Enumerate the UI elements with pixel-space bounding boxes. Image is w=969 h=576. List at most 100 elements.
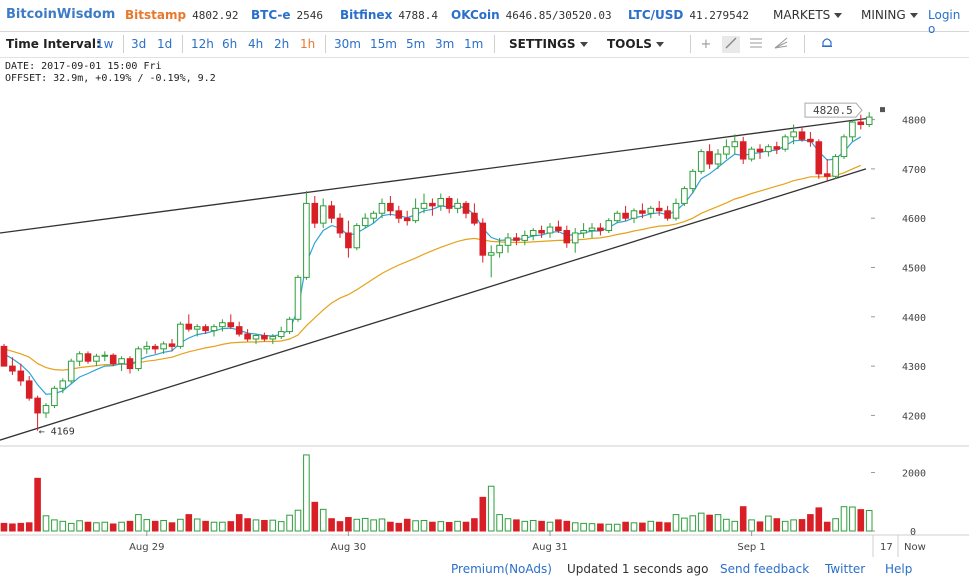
settings-menu[interactable]: SETTINGS bbox=[509, 37, 588, 51]
price-marker bbox=[880, 107, 885, 113]
volume-bar bbox=[504, 518, 512, 532]
candle-body bbox=[437, 197, 445, 207]
volume-bar bbox=[723, 518, 730, 532]
interval-2h[interactable]: 2h bbox=[274, 37, 290, 51]
candle-body bbox=[286, 318, 293, 333]
candle-body bbox=[185, 323, 193, 330]
interval-30m[interactable]: 30m bbox=[334, 37, 361, 51]
mining-menu[interactable]: MINING bbox=[861, 8, 918, 22]
ticker-bitfinex[interactable]: Bitfinex 4788.4 bbox=[340, 8, 438, 22]
tools-menu[interactable]: TOOLS bbox=[607, 37, 664, 51]
candle-body bbox=[118, 358, 125, 365]
candle-body bbox=[849, 121, 856, 138]
interval-6h[interactable]: 6h bbox=[222, 37, 238, 51]
volume-bar bbox=[807, 514, 814, 532]
interval-1w[interactable]: 1w bbox=[96, 37, 114, 51]
help-link[interactable]: Help bbox=[885, 562, 913, 576]
candle-body bbox=[765, 146, 772, 153]
interval-5m[interactable]: 5m bbox=[406, 37, 426, 51]
volume-bar bbox=[25, 522, 33, 532]
candle-body bbox=[135, 348, 142, 370]
candle-body bbox=[336, 217, 344, 234]
trendline-icon[interactable] bbox=[722, 36, 740, 53]
interval-3d[interactable]: 3d bbox=[131, 37, 147, 51]
fan-icon[interactable] bbox=[772, 36, 790, 53]
top-navigation-bar: BitcoinWisdom Bitstamp 4802.92 BTC-e 2546 … bbox=[0, 0, 969, 36]
ticker-exchange: BTC-e bbox=[251, 8, 291, 22]
date-tick-label: Aug 29 bbox=[129, 542, 164, 553]
ticker-price: 4802.92 bbox=[192, 9, 239, 22]
volume-bar bbox=[42, 515, 50, 532]
divider bbox=[494, 35, 495, 53]
ticker-ltc-usd[interactable]: LTC/USD 41.279542 bbox=[628, 8, 749, 22]
volume-bar bbox=[689, 515, 697, 532]
candle-body bbox=[219, 322, 226, 328]
volume-bar bbox=[345, 517, 352, 532]
volume-bar bbox=[748, 519, 755, 532]
volume-bar bbox=[664, 522, 671, 532]
candle-body bbox=[865, 116, 873, 126]
upper-trendline bbox=[0, 117, 867, 234]
candle-body bbox=[496, 244, 503, 254]
login-link[interactable]: Login o bbox=[928, 8, 961, 36]
interval-15m[interactable]: 15m bbox=[370, 37, 397, 51]
ticker-bitstamp[interactable]: Bitstamp 4802.92 bbox=[125, 8, 238, 22]
crosshair-icon[interactable]: + bbox=[700, 37, 712, 52]
candle-body bbox=[697, 151, 705, 172]
volume-bar bbox=[227, 521, 235, 532]
volume-bar bbox=[849, 506, 856, 532]
interval-4h[interactable]: 4h bbox=[248, 37, 264, 51]
volume-bar bbox=[328, 518, 335, 532]
volume-bar bbox=[706, 514, 713, 532]
volume-bar bbox=[756, 521, 764, 532]
candle-body bbox=[84, 353, 92, 362]
candle-body bbox=[193, 326, 201, 330]
volume-tick-label: 2000 bbox=[902, 468, 926, 479]
candle-body bbox=[823, 173, 831, 177]
volume-bar bbox=[311, 501, 319, 532]
candle-body bbox=[319, 205, 327, 224]
alert-bell-icon[interactable] bbox=[818, 36, 836, 53]
volume-bar bbox=[563, 520, 571, 532]
premium-link[interactable]: Premium(NoAds) bbox=[451, 562, 552, 576]
interval-12h[interactable]: 12h bbox=[191, 37, 214, 51]
candle-body bbox=[521, 234, 529, 241]
horizontal-lines-icon[interactable] bbox=[747, 36, 765, 53]
candle-body bbox=[597, 227, 604, 232]
price-tick-label: 4600 bbox=[902, 214, 926, 225]
volume-bar bbox=[437, 521, 445, 532]
candle-body bbox=[706, 151, 713, 165]
date-tick-label: Aug 30 bbox=[331, 542, 366, 553]
last-price-label: 4820.5 bbox=[813, 104, 853, 117]
volume-bar bbox=[261, 519, 268, 532]
volume-bar bbox=[529, 519, 537, 532]
candle-body bbox=[177, 323, 184, 347]
volume-bar bbox=[101, 521, 109, 532]
candle-body bbox=[571, 232, 579, 244]
volume-bar bbox=[588, 523, 596, 532]
brand-logo[interactable]: BitcoinWisdom bbox=[6, 7, 116, 22]
candle-body bbox=[513, 237, 520, 241]
footer-bar: Premium(NoAds) Updated 1 seconds ago Sen… bbox=[0, 557, 969, 576]
volume-bar bbox=[597, 523, 604, 532]
candle-body bbox=[252, 335, 260, 340]
volume-bar bbox=[681, 517, 688, 532]
volume-bar bbox=[9, 523, 16, 532]
volume-bar bbox=[487, 485, 495, 532]
markets-menu[interactable]: MARKETS bbox=[773, 8, 843, 22]
interval-1d[interactable]: 1d bbox=[157, 37, 173, 51]
candlestick-chart[interactable]: 4200 4300 4400 4500 4600 4700 4800 0 2000 ← 4169 4… bbox=[0, 90, 969, 557]
volume-bar bbox=[93, 522, 100, 532]
volume-bar bbox=[865, 510, 873, 532]
twitter-link[interactable]: Twitter bbox=[825, 562, 866, 576]
interval-1h[interactable]: 1h bbox=[300, 37, 316, 51]
candle-body bbox=[588, 227, 596, 232]
candle-body bbox=[126, 358, 134, 370]
chevron-down-icon bbox=[909, 13, 918, 18]
date-tick-label: Aug 31 bbox=[532, 542, 567, 553]
ticker-okcoin[interactable]: OKCoin 4646.85/30520.03 bbox=[451, 8, 612, 22]
ticker-btc-e[interactable]: BTC-e 2546 bbox=[251, 8, 323, 22]
send-feedback-link[interactable]: Send feedback bbox=[720, 562, 810, 576]
interval-1m[interactable]: 1m bbox=[464, 37, 484, 51]
interval-3m[interactable]: 3m bbox=[435, 37, 455, 51]
